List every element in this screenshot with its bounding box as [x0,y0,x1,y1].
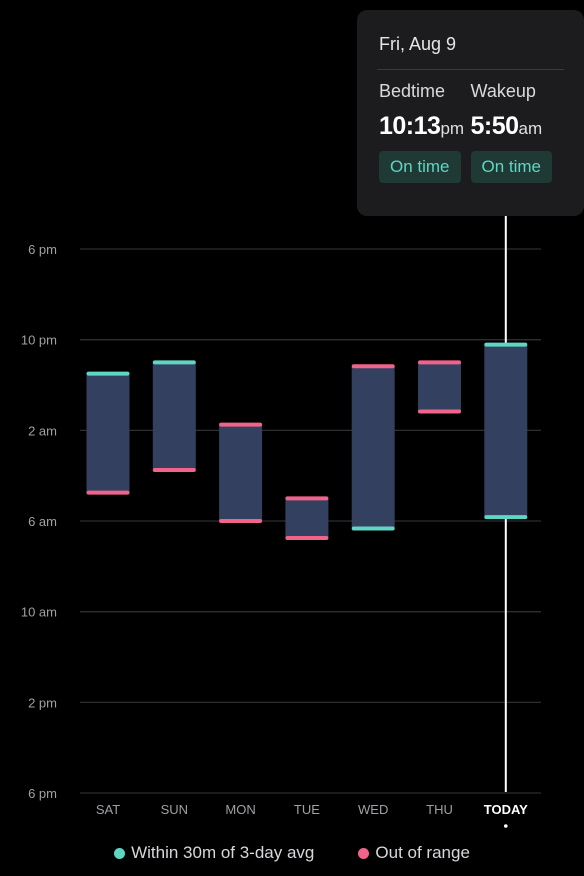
sleep-bar-mon[interactable] [219,424,263,522]
legend-dot-out [358,847,370,859]
sleep-bar-thu[interactable] [418,362,461,412]
wakeup-marker-thu [418,409,461,414]
legend-item-within: Within 30m of 3-day avg [114,843,314,863]
bedtime-marker-sat [86,371,130,376]
legend-item-out: Out of range [358,843,470,863]
day-tooltip: Fri, Aug 9 Bedtime 10:13pm On time Wakeu… [357,10,584,216]
y-tick-label-1: 10 pm [21,333,57,348]
y-tick-label-6: 6 pm [28,786,57,801]
wakeup-marker-wed [351,526,395,531]
y-tick-label-2: 2 am [28,423,57,438]
wakeup-status-badge: On time [470,151,553,183]
selected-day-dot [504,824,508,828]
wakeup-label: Wakeup [470,81,536,101]
wakeup-marker-mon [219,519,263,524]
bedtime-value: 10:13 [379,112,441,140]
x-tick-label-wed[interactable]: WED [358,802,388,817]
y-tick-label-0: 6 pm [28,242,57,257]
tooltip-divider [377,69,564,70]
x-tick-label-today[interactable]: TODAY [484,802,528,817]
bedtime-suffix: pm [440,119,465,138]
sleep-bar-today[interactable] [484,344,528,518]
y-tick-label-3: 6 am [28,514,57,529]
x-tick-label-thu[interactable]: THU [426,802,453,817]
x-tick-label-tue[interactable]: TUE [294,802,320,817]
bedtime-status-badge: On time [379,151,461,183]
legend-label-within: Within 30m of 3-day avg [131,843,315,862]
x-tick-label-mon[interactable]: MON [225,802,255,817]
bedtime-marker-sun [152,360,196,365]
sleep-bar-tue[interactable] [285,498,329,539]
tooltip-date: Fri, Aug 9 [379,34,457,54]
wakeup-marker-sat [86,490,130,495]
bedtime-marker-tue [285,496,329,501]
sleep-bar-sun[interactable] [152,362,196,471]
bedtime-marker-mon [219,422,263,427]
wakeup-marker-tue [285,536,329,541]
sleep-bar-wed[interactable] [351,366,395,529]
bedtime-marker-wed [351,364,395,369]
wakeup-value: 5:50 [470,112,520,140]
bedtime-marker-today [484,342,528,347]
x-tick-label-sat[interactable]: SAT [96,802,120,817]
bedtime-marker-thu [418,360,461,365]
legend-label-out: Out of range [375,843,470,862]
y-tick-label-4: 10 am [21,605,57,620]
legend: Within 30m of 3-day avg Out of range [0,843,584,863]
wakeup-marker-today [484,515,528,520]
wakeup-suffix: am [518,119,543,138]
y-tick-label-5: 2 pm [28,695,57,710]
wakeup-marker-sun [152,468,196,473]
wakeup-column: Wakeup 5:50am On time [470,81,563,183]
legend-dot-within [114,847,126,859]
sleep-bar-sat[interactable] [86,373,130,493]
bedtime-label: Bedtime [379,81,446,101]
bedtime-column: Bedtime 10:13pm On time [379,81,471,183]
x-tick-label-sun[interactable]: SUN [161,802,188,817]
